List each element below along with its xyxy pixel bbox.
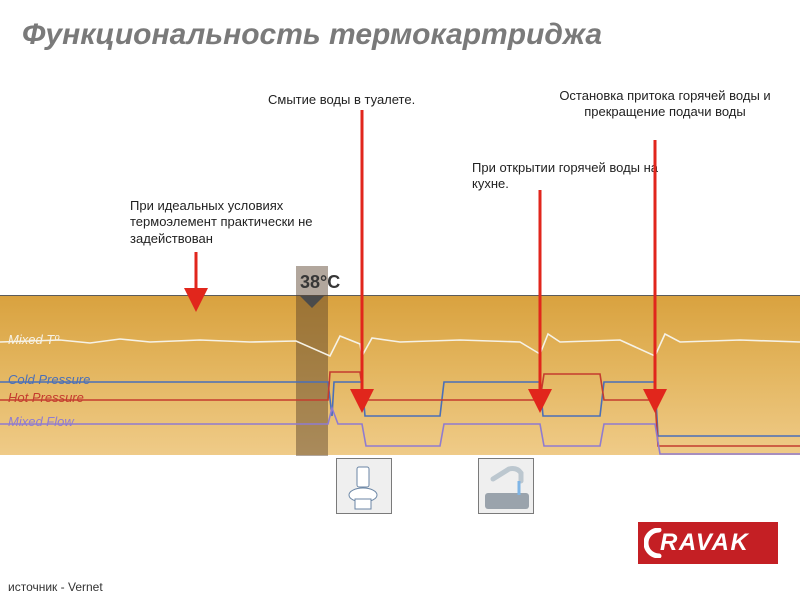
ravak-logo: RAVAK: [638, 522, 778, 564]
legend-cold-p: Cold Pressure: [8, 372, 90, 387]
legend-mixed-f: Mixed Flow: [8, 414, 74, 429]
annotation-ideal: При идеальных условиях термоэлемент прак…: [130, 198, 350, 247]
annotation-flush: Смытие воды в туалете.: [268, 92, 488, 108]
temp-label: 38°C: [300, 272, 340, 293]
chart-svg: [0, 296, 800, 456]
line-mixed-f: [0, 408, 800, 454]
faucet-icon: [478, 458, 534, 514]
line-cold-p: [0, 382, 800, 436]
line-mixed-t: [0, 334, 800, 356]
title-text: Функциональность термокартриджа: [22, 18, 602, 51]
toilet-icon: [336, 458, 392, 514]
annotation-kitchen: При открытии горячей воды на кухне.: [472, 160, 692, 193]
slide-root: { "title": { "text": "Функциональность т…: [0, 0, 800, 600]
chart-panel: 38°C Mixed Tº Cold Pressure Hot Pressure…: [0, 295, 800, 455]
temp-strip: [296, 266, 328, 456]
legend-hot-p: Hot Pressure: [8, 390, 84, 405]
line-hot-p: [0, 372, 800, 446]
annotation-hot-stop: Остановка притока горячей воды и прекращ…: [550, 88, 780, 121]
page-title: Функциональность термокартриджа: [22, 18, 778, 52]
logo-mark-icon: [644, 528, 674, 558]
source-text: источник - Vernet: [8, 580, 103, 594]
legend-mixed-t: Mixed Tº: [8, 332, 59, 347]
